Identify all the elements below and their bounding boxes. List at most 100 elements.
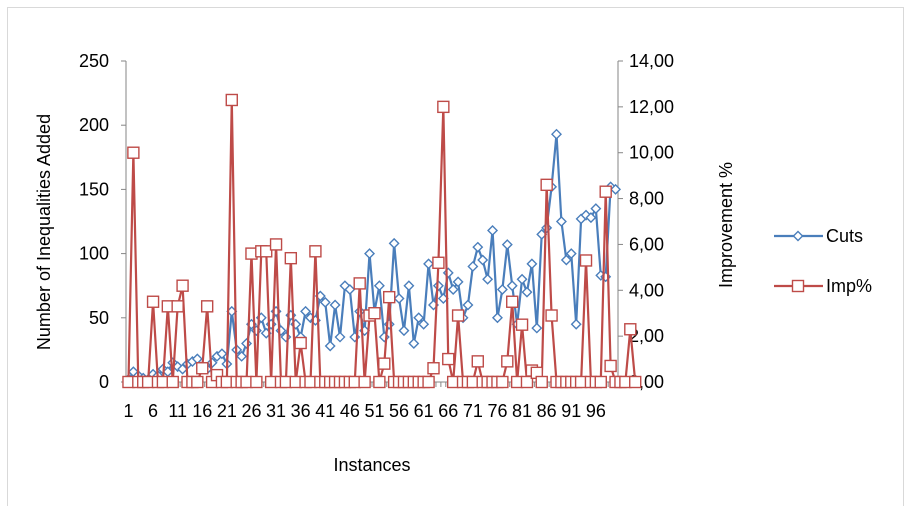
data-point (599, 185, 612, 198)
data-point (594, 375, 607, 389)
data-point (309, 245, 322, 258)
data-point (540, 178, 553, 192)
data-point (467, 260, 479, 272)
x-tick-label: 51 (364, 401, 384, 421)
data-point (260, 245, 273, 258)
series-imp- (122, 93, 642, 389)
data-point (472, 241, 484, 253)
data-point (451, 309, 465, 322)
right-tick-label: 10,00 (629, 143, 674, 163)
data-point (496, 284, 508, 296)
x-tick-label: 1 (123, 401, 133, 421)
data-point (487, 224, 499, 236)
data-point (555, 216, 567, 227)
data-point (551, 128, 562, 140)
data-point (482, 273, 494, 285)
x-tick-label: 86 (537, 401, 557, 421)
left-tick-label: 50 (89, 308, 109, 328)
data-point (629, 375, 642, 389)
x-axis-ticks: 1 6 11 16 21 26 31 36 41 46 51 56 61 66 71 76 81 86 91 96 (123, 382, 619, 421)
data-point (146, 295, 160, 308)
data-point (496, 375, 509, 389)
x-axis-title: Instances (333, 455, 410, 475)
data-point (398, 325, 410, 337)
x-tick-label: 41 (315, 401, 335, 421)
data-point (422, 375, 435, 389)
data-point (368, 307, 381, 320)
data-point (171, 300, 184, 313)
legend-marker (791, 279, 805, 293)
x-tick-label: 6 (148, 401, 158, 421)
data-point (200, 300, 214, 313)
data-point (610, 183, 622, 195)
data-point (545, 309, 558, 322)
x-tick-label: 66 (438, 401, 458, 421)
legend-marker (792, 230, 804, 242)
data-point (516, 273, 528, 285)
data-point (353, 277, 366, 290)
data-point (378, 357, 391, 370)
data-point (427, 362, 440, 375)
data-point (604, 359, 617, 373)
left-axis-ticks: 0 50 100 150 200 250 (79, 51, 126, 392)
data-point (471, 355, 484, 368)
data-point (334, 331, 346, 343)
right-tick-label: 6,00 (629, 234, 664, 254)
data-point (176, 279, 189, 292)
data-point (624, 323, 637, 336)
data-point (531, 322, 543, 334)
x-tick-label: 21 (217, 401, 237, 421)
series-layer (122, 93, 642, 389)
x-tick-label: 71 (463, 401, 483, 421)
data-point (506, 295, 519, 308)
x-tick-label: 26 (241, 401, 261, 421)
data-point (300, 305, 312, 317)
left-tick-label: 100 (79, 244, 109, 264)
x-tick-label: 31 (266, 401, 286, 421)
data-point (501, 239, 513, 251)
x-tick-label: 96 (586, 401, 606, 421)
right-tick-label: 2,00 (629, 326, 664, 346)
data-point (585, 212, 597, 224)
left-tick-label: 250 (79, 51, 109, 71)
data-point (442, 352, 455, 366)
y-left-axis-title: Number of Inequalities Added (34, 114, 54, 350)
x-tick-label: 46 (340, 401, 360, 421)
data-point (383, 290, 396, 304)
data-point (166, 375, 179, 389)
x-tick-label: 16 (192, 401, 212, 421)
left-tick-label: 0 (99, 372, 109, 392)
data-point (127, 146, 140, 159)
data-point (423, 258, 435, 270)
data-point (432, 256, 445, 269)
data-point (501, 355, 514, 368)
data-point (284, 251, 298, 265)
x-tick-label: 76 (487, 401, 507, 421)
data-point (329, 299, 341, 311)
data-point (319, 296, 331, 308)
x-tick-label: 56 (389, 401, 409, 421)
right-tick-label: 4,00 (629, 280, 664, 300)
data-point (515, 318, 529, 331)
data-point (521, 286, 533, 298)
legend-label: Cuts (826, 226, 863, 246)
data-point (579, 254, 593, 267)
data-point (418, 318, 430, 330)
data-point (269, 238, 283, 251)
data-point (437, 100, 450, 114)
x-tick-label: 61 (414, 401, 434, 421)
data-point (225, 93, 238, 107)
x-tick-label: 91 (561, 401, 581, 421)
data-point (403, 280, 415, 292)
data-point (413, 312, 425, 324)
data-point (526, 258, 538, 270)
right-tick-label: 8,00 (629, 189, 664, 209)
data-point (570, 318, 582, 330)
data-point (344, 284, 356, 296)
right-tick-label: 12,00 (629, 97, 674, 117)
data-point (177, 363, 189, 375)
data-point (196, 362, 209, 375)
data-point (294, 336, 307, 350)
